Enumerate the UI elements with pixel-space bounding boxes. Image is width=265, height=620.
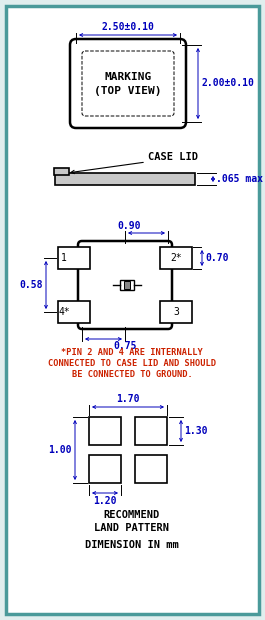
Text: 0.75: 0.75 — [113, 341, 137, 351]
Text: BE CONNECTED TO GROUND.: BE CONNECTED TO GROUND. — [72, 370, 192, 379]
Text: 0.70: 0.70 — [205, 253, 228, 263]
Text: *PIN 2 AND 4 ARE INTERNALLY: *PIN 2 AND 4 ARE INTERNALLY — [61, 348, 203, 357]
FancyBboxPatch shape — [70, 39, 186, 128]
Text: 1: 1 — [61, 253, 67, 263]
Text: 1.30: 1.30 — [184, 426, 207, 436]
Bar — [160, 247, 192, 269]
Text: RECOMMEND: RECOMMEND — [104, 510, 160, 520]
Text: 1.70: 1.70 — [116, 394, 140, 404]
FancyBboxPatch shape — [82, 51, 174, 116]
Text: .065 max: .065 max — [216, 174, 263, 184]
Bar — [124, 281, 130, 289]
Text: 1.20: 1.20 — [93, 496, 117, 506]
Text: CASE LID: CASE LID — [148, 152, 198, 162]
Text: 0.58: 0.58 — [20, 280, 43, 290]
Text: CONNECTED TO CASE LID AND SHOULD: CONNECTED TO CASE LID AND SHOULD — [48, 359, 216, 368]
Text: 3: 3 — [173, 307, 179, 317]
Bar — [160, 301, 192, 323]
Text: 1.00: 1.00 — [48, 445, 72, 455]
Text: (TOP VIEW): (TOP VIEW) — [94, 86, 162, 95]
Text: DIMENSION IN mm: DIMENSION IN mm — [85, 540, 179, 550]
Text: 2.00±0.10: 2.00±0.10 — [201, 79, 254, 89]
Bar — [58, 247, 90, 269]
Bar — [89, 417, 121, 445]
Bar — [89, 455, 121, 483]
Bar — [54, 168, 69, 175]
Bar — [135, 417, 167, 445]
Bar — [120, 280, 134, 290]
Bar — [135, 455, 167, 483]
Text: MARKING: MARKING — [104, 73, 152, 82]
Text: 2*: 2* — [170, 253, 182, 263]
Text: 2.50±0.10: 2.50±0.10 — [101, 22, 154, 32]
Text: 4*: 4* — [58, 307, 70, 317]
Text: LAND PATTERN: LAND PATTERN — [95, 523, 170, 533]
FancyBboxPatch shape — [78, 241, 172, 329]
Bar — [58, 301, 90, 323]
Bar — [55, 173, 195, 185]
Text: 0.90: 0.90 — [117, 221, 140, 231]
